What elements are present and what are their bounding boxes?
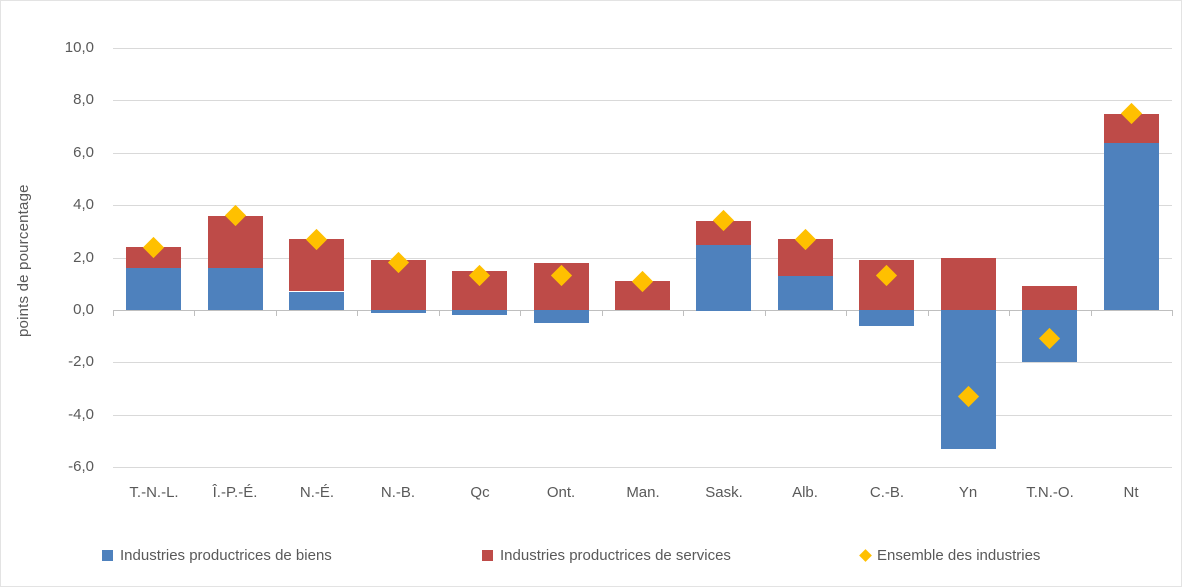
y-axis-tick-label: 8,0 (73, 91, 94, 108)
bar-services-10 (941, 258, 996, 310)
x-axis-label-2: N.-É. (299, 484, 335, 501)
x-axis-label-0: T.-N.-L. (129, 484, 179, 501)
y-axis-tick-label: 0,0 (73, 301, 94, 318)
bar-biens-1 (208, 268, 263, 310)
bar-services-11 (1022, 286, 1077, 310)
x-axis-tick (520, 310, 521, 316)
gridline (113, 48, 1172, 49)
gridline (113, 415, 1172, 416)
legend-item-ensemble: Ensemble des industries (859, 545, 1041, 565)
gridline (113, 153, 1172, 154)
x-axis-label-7: Sask. (705, 484, 743, 501)
legend-label-services: Industries productrices de services (500, 546, 731, 564)
x-axis-label-5: Ont. (546, 484, 576, 501)
x-axis-zero-line (113, 310, 1172, 311)
x-axis-tick (1091, 310, 1092, 316)
legend-item-services: Industries productrices de services (482, 545, 731, 565)
legend-diamond-icon (859, 548, 872, 562)
y-axis-tick-label: 10,0 (64, 39, 94, 56)
x-axis-tick (357, 310, 358, 316)
legend-swatch-services-icon (482, 549, 493, 561)
gridline (113, 258, 1172, 259)
bar-biens-4 (452, 310, 507, 315)
y-axis-tick-label: -6,0 (68, 458, 94, 475)
legend-label-ensemble: Ensemble des industries (877, 546, 1041, 564)
y-axis-tick-label: -2,0 (68, 353, 94, 370)
gridline (113, 100, 1172, 101)
x-axis-label-1: Î.-P.-É. (212, 484, 258, 501)
x-axis-tick (1009, 310, 1010, 316)
x-axis-tick (439, 310, 440, 316)
bar-biens-12 (1104, 142, 1159, 310)
bar-biens-7 (696, 245, 751, 311)
x-axis-tick (683, 310, 684, 316)
x-axis-tick (276, 310, 277, 316)
y-axis-title: points de pourcentage (15, 184, 32, 337)
x-axis-tick (1172, 310, 1173, 316)
bar-biens-9 (859, 310, 914, 326)
gridline (113, 362, 1172, 363)
x-axis-label-11: T.N.-O. (1026, 484, 1074, 501)
x-axis-tick (602, 310, 603, 316)
gridline (113, 205, 1172, 206)
bar-biens-5 (534, 310, 589, 323)
legend-item-biens: Industries productrices de biens (102, 545, 332, 565)
bar-biens-8 (778, 276, 833, 310)
x-axis-label-9: C.-B. (869, 484, 905, 501)
y-axis-tick-label: -4,0 (68, 406, 94, 423)
legend-label-biens: Industries productrices de biens (120, 546, 332, 564)
x-axis-label-6: Man. (626, 484, 660, 501)
x-axis-label-10: Yn (958, 484, 978, 501)
bar-biens-2 (289, 292, 344, 310)
bar-biens-0 (126, 268, 181, 310)
x-axis-label-8: Alb. (792, 484, 818, 501)
bar-biens-3 (371, 310, 426, 313)
gridline (113, 467, 1172, 468)
x-axis-tick (846, 310, 847, 316)
x-axis-tick (765, 310, 766, 316)
x-axis-label-3: N.-B. (380, 484, 416, 501)
x-axis-tick (928, 310, 929, 316)
y-axis-tick-label: 2,0 (73, 249, 94, 266)
y-axis-tick-label: 6,0 (73, 144, 94, 161)
x-axis-tick (194, 310, 195, 316)
x-axis-label-12: Nt (1123, 484, 1139, 501)
bar-biens-10 (941, 310, 996, 449)
x-axis-label-4: Qc (470, 484, 490, 501)
y-axis-tick-label: 4,0 (73, 196, 94, 213)
legend-swatch-biens-icon (102, 549, 113, 561)
x-axis-tick (113, 310, 114, 316)
